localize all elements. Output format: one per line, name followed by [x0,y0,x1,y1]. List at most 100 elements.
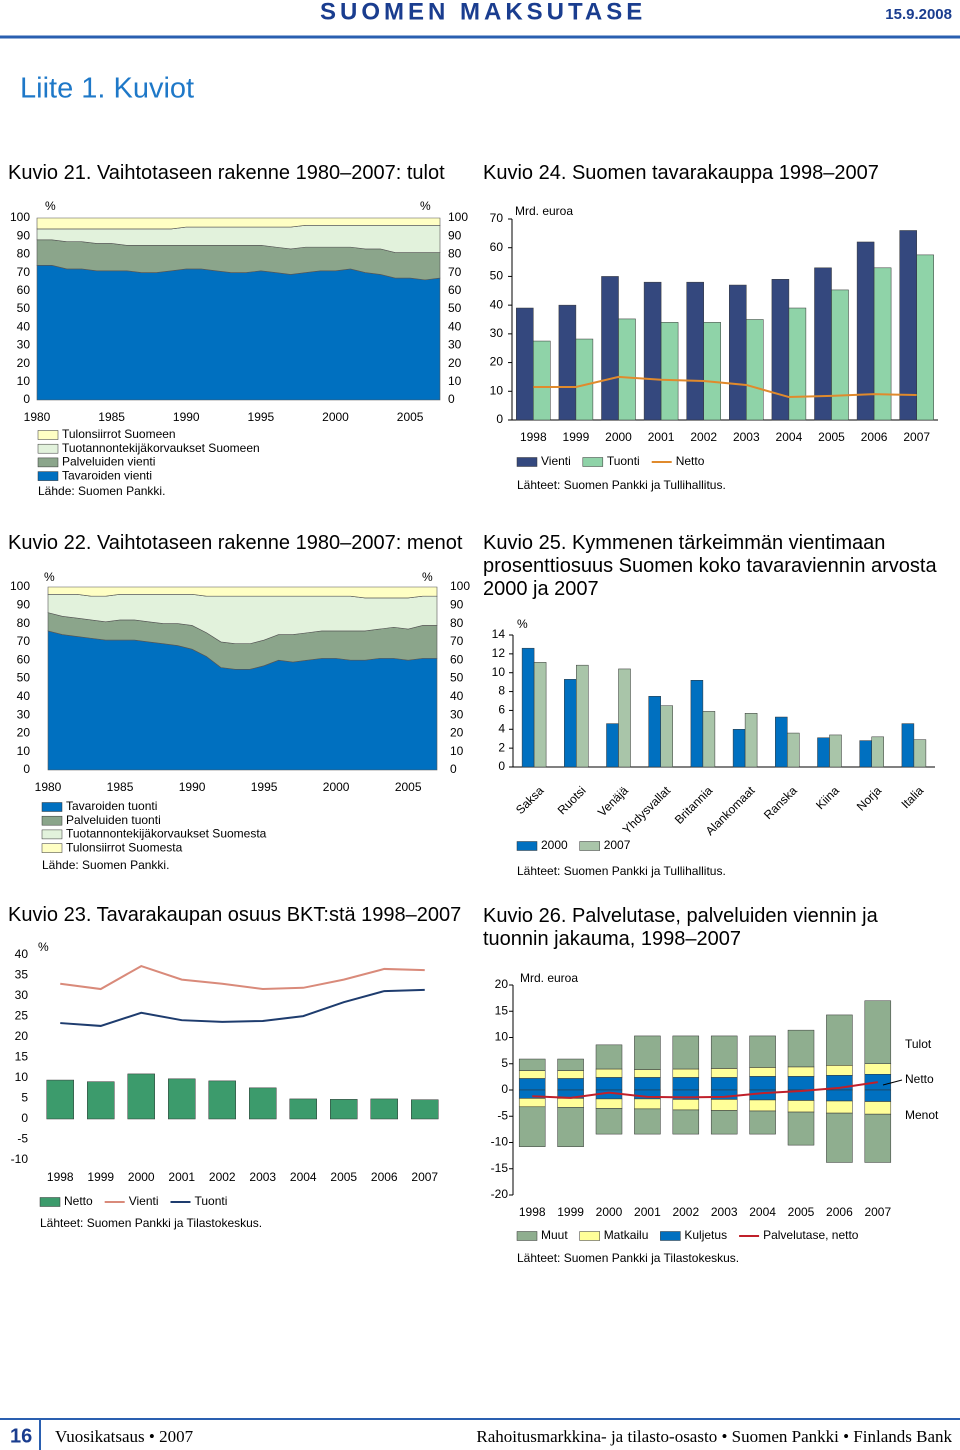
source-note: Lähde: Suomen Pankki. [38,484,165,498]
y-tick-label: 60 [490,240,504,254]
bar [533,340,551,421]
bar-segment [518,1098,546,1108]
bar [516,307,534,421]
y-tick-label: 15 [15,1050,29,1064]
legend-swatch [582,457,604,467]
y-tick-label-right: 40 [450,689,464,703]
legend-label: Muut [541,1228,568,1242]
bar [732,729,746,768]
x-tick-label: 2007 [411,1170,438,1184]
legend-label: Palveluiden tuonti [66,813,161,827]
bar [913,739,927,768]
bar-segment [595,1108,623,1135]
x-tick-label: 2002 [209,1170,236,1184]
x-tick-label: 2000 [322,410,349,424]
y-tick-label: 15 [495,1003,509,1017]
y-tick-label: 4 [498,721,505,735]
bar-segment [518,1106,546,1147]
bar-segment [710,1077,738,1091]
bar-segment [595,1068,623,1078]
chart-title: Kuvio 24. Suomen tavarakauppa 1998–2007 [483,162,879,184]
bar-segment [557,1078,584,1091]
line [532,1081,878,1099]
bar-segment [710,1099,738,1111]
bar [618,318,636,421]
x-tick-label: Norja [854,783,884,813]
y-tick-label: 0 [498,759,505,773]
bar-segment [787,1066,815,1077]
y-tick-label-right: 30 [450,707,464,721]
legend-swatch [41,802,63,812]
bar-segment [749,1076,776,1091]
legend-label: Vienti [129,1194,159,1208]
y-tick-label: 8 [498,684,505,698]
y-tick-label: 60 [17,652,31,666]
bar-segment [787,1029,815,1068]
bar [899,230,917,421]
bar [829,734,842,768]
bar [606,723,619,768]
bar-segment [864,1101,892,1115]
y-tick-label: 20 [15,1029,29,1043]
y-tick-label: 35 [15,968,29,982]
legend-swatch [516,457,538,467]
y-tick-label: 100 [10,210,30,224]
legend-label: Kuljetus [684,1228,727,1242]
bar [660,705,673,768]
bar [859,740,872,768]
area [36,265,441,401]
bar-segment [557,1107,584,1147]
bar-segment [518,1078,546,1091]
bar [703,322,721,421]
y-tick-label-right: 100 [448,210,468,224]
chart-title: Kuvio 22. Vaihtotaseen rakenne 1980–2007… [8,532,463,554]
x-tick-label: 2005 [818,430,845,444]
y-axis-label: % [517,617,528,631]
footer-page: 16 [10,1425,32,1447]
header-title: SUOMEN MAKSUTASE [320,0,646,25]
legend-label: Tavaroiden vienti [62,468,152,482]
bar [601,276,619,421]
x-tick-label: Venäjä [595,783,631,819]
bar-segment [749,1110,776,1135]
y-tick-label: 70 [490,211,504,225]
legend-label: Netto [676,454,705,468]
bar-segment [518,1058,546,1071]
y-tick-label: 0 [23,762,30,776]
legend-label: Tuotannontekijäkorvaukset Suomeen [62,441,260,455]
x-tick-label: 1999 [557,1205,584,1219]
y-tick-label: 25 [15,1009,29,1023]
bar-segment [634,1077,661,1091]
y-tick-label: 90 [17,228,31,242]
y-tick-label: 50 [17,301,31,315]
x-tick-label: 2000 [596,1205,623,1219]
y-tick-label-right: 80 [448,247,462,261]
bar-segment [826,1100,853,1114]
bar [249,1087,277,1120]
chart-title: Kuvio 21. Vaihtotaseen rakenne 1980–2007… [8,162,445,184]
bar [127,1073,155,1120]
bar-segment [826,1014,853,1066]
bar [289,1098,317,1120]
x-tick-label: 2006 [371,1170,398,1184]
y-tick-label: 0 [23,392,30,406]
source-note: Lähde: Suomen Pankki. [42,858,169,872]
y-tick-label: 2 [498,740,505,754]
y-tick-label: 12 [492,646,506,660]
bar [575,338,594,421]
bar [648,696,661,768]
y-tick-label: 10 [15,1070,29,1084]
legend-swatch [579,1231,600,1241]
y-tick-label: 5 [21,1091,28,1105]
x-tick-label: Kiina [813,783,842,812]
y-tick-label: 10 [492,665,506,679]
x-tick-label: 2000 [128,1170,155,1184]
y-tick-label-right: 50 [448,301,462,315]
x-tick-label: 2001 [634,1205,661,1219]
chart-title: Kuvio 23. Tavarakaupan osuus BKT:stä 199… [8,904,462,926]
x-tick-label: 1999 [87,1170,114,1184]
bar [817,737,830,768]
source-note: Lähteet: Suomen Pankki ja Tilastokeskus. [517,1251,739,1265]
bar [916,254,934,421]
